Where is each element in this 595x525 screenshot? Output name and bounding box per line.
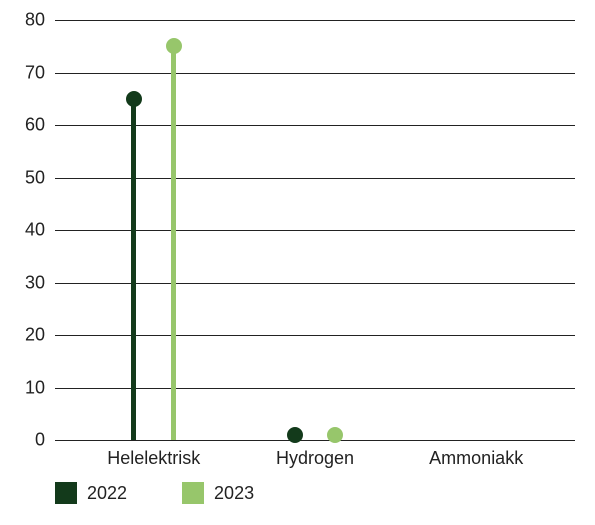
gridline xyxy=(55,73,575,74)
legend-swatch xyxy=(55,482,77,504)
legend-label: 2023 xyxy=(214,483,254,504)
legend: 2022 2023 xyxy=(55,482,254,504)
legend-item: 2023 xyxy=(182,482,254,504)
bar-marker xyxy=(126,91,142,107)
gridline xyxy=(55,440,575,441)
legend-label: 2022 xyxy=(87,483,127,504)
bar-marker xyxy=(287,427,303,443)
y-tick-label: 10 xyxy=(5,377,45,398)
legend-swatch xyxy=(182,482,204,504)
y-tick-label: 60 xyxy=(5,115,45,136)
bar-marker xyxy=(166,38,182,54)
x-tick-label: Hydrogen xyxy=(276,448,354,469)
bar xyxy=(131,99,136,440)
y-tick-label: 40 xyxy=(5,220,45,241)
bar-marker xyxy=(327,427,343,443)
chart-container: 2022 2023 0 10 20 30 40 50 60 70 80 Helelektrisk Hy… xyxy=(0,0,595,525)
y-tick-label: 30 xyxy=(5,272,45,293)
plot-area xyxy=(55,20,575,440)
gridline xyxy=(55,20,575,21)
x-tick-label: Ammoniakk xyxy=(429,448,523,469)
y-tick-label: 0 xyxy=(5,430,45,451)
y-tick-label: 50 xyxy=(5,167,45,188)
y-tick-label: 70 xyxy=(5,62,45,83)
x-tick-label: Helelektrisk xyxy=(107,448,200,469)
y-tick-label: 20 xyxy=(5,325,45,346)
bar xyxy=(171,46,176,440)
legend-item: 2022 xyxy=(55,482,127,504)
y-tick-label: 80 xyxy=(5,10,45,31)
